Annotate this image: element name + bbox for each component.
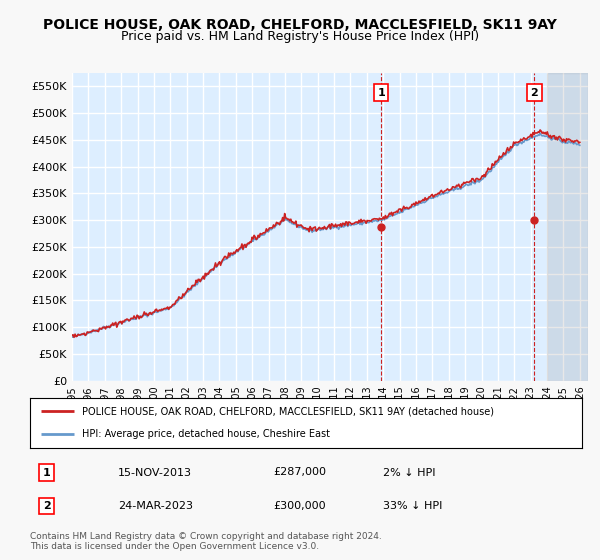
Text: 1: 1	[43, 468, 50, 478]
Text: HPI: Average price, detached house, Cheshire East: HPI: Average price, detached house, Ches…	[82, 430, 331, 440]
Text: 15-NOV-2013: 15-NOV-2013	[118, 468, 193, 478]
Text: 33% ↓ HPI: 33% ↓ HPI	[383, 501, 443, 511]
Text: Price paid vs. HM Land Registry's House Price Index (HPI): Price paid vs. HM Land Registry's House …	[121, 30, 479, 43]
Text: 2: 2	[43, 501, 50, 511]
Text: POLICE HOUSE, OAK ROAD, CHELFORD, MACCLESFIELD, SK11 9AY: POLICE HOUSE, OAK ROAD, CHELFORD, MACCLE…	[43, 18, 557, 32]
Text: 2: 2	[530, 88, 538, 98]
Text: 1: 1	[377, 88, 385, 98]
Text: POLICE HOUSE, OAK ROAD, CHELFORD, MACCLESFIELD, SK11 9AY (detached house): POLICE HOUSE, OAK ROAD, CHELFORD, MACCLE…	[82, 406, 494, 416]
Bar	[547, 73, 588, 381]
Text: 2% ↓ HPI: 2% ↓ HPI	[383, 468, 436, 478]
Text: £287,000: £287,000	[273, 468, 326, 478]
Text: Contains HM Land Registry data © Crown copyright and database right 2024.
This d: Contains HM Land Registry data © Crown c…	[30, 532, 382, 552]
Text: 24-MAR-2023: 24-MAR-2023	[118, 501, 193, 511]
Text: £300,000: £300,000	[273, 501, 326, 511]
